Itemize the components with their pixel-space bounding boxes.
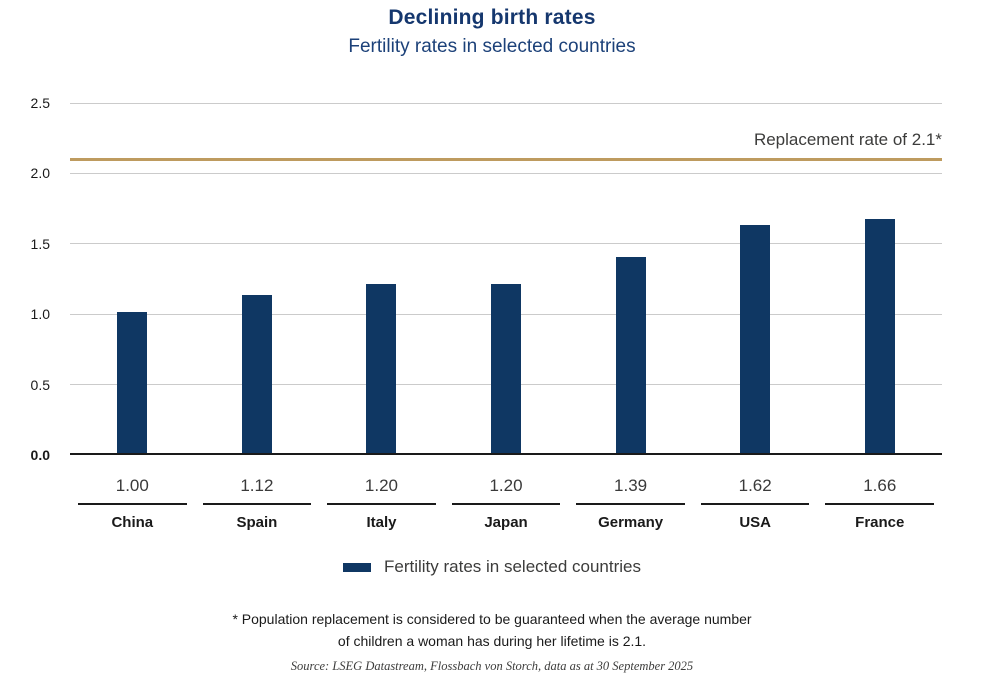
gridline-2.0 (70, 172, 942, 174)
legend-label: Fertility rates in selected countries (384, 557, 641, 576)
value-label-spain: 1.12 (240, 476, 274, 495)
footnote-line-2: of children a woman has during her lifet… (337, 633, 647, 649)
table-column-usa: 1.62 USA (693, 456, 818, 531)
bar-germany (615, 257, 646, 453)
country-label-italy: Italy (366, 514, 397, 531)
country-label-germany: Germany (598, 514, 664, 531)
column-divider (576, 503, 685, 505)
bar-spain (241, 295, 272, 453)
y-axis-tick-0.5: 0.5 (30, 376, 50, 393)
value-label-usa: 1.62 (738, 476, 772, 495)
y-axis-tick-2.0: 2.0 (30, 165, 50, 182)
footnote: * Population replacement is considered t… (0, 608, 984, 652)
footnote-line-1: * Population replacement is considered t… (232, 611, 752, 627)
legend: Fertility rates in selected countries (0, 557, 984, 577)
bar-usa (740, 224, 771, 453)
reference-line (70, 157, 942, 161)
table-column-italy: 1.20 Italy (319, 456, 444, 531)
value-label-china: 1.00 (115, 476, 149, 495)
bar-china (117, 312, 148, 453)
column-divider (78, 503, 187, 505)
country-label-france: France (855, 514, 905, 531)
table-column-japan: 1.20 Japan (444, 456, 569, 531)
column-divider (700, 503, 810, 505)
bar-france (864, 219, 895, 453)
column-divider (825, 503, 935, 505)
country-label-usa: USA (739, 514, 772, 531)
country-label-spain: Spain (236, 514, 278, 531)
value-label-italy: 1.20 (364, 476, 398, 495)
table-column-china: 1.00 China (70, 456, 195, 531)
chart-subtitle: Fertility rates in selected countries (348, 36, 636, 57)
gridline-2.5 (70, 102, 942, 104)
bar-italy (366, 284, 397, 453)
country-label-china: China (111, 514, 154, 531)
column-divider (327, 503, 436, 505)
value-label-germany: 1.39 (614, 476, 648, 495)
table-column-france: 1.66 France (817, 456, 942, 531)
legend-swatch-icon (343, 562, 371, 572)
plot-area (70, 102, 942, 455)
chart-title: Declining birth rates (388, 6, 596, 29)
table-column-germany: 1.39 Germany (568, 456, 693, 531)
bar-japan (491, 284, 521, 453)
y-axis-tick-0.0: 0.0 (30, 447, 50, 463)
column-divider (451, 503, 561, 505)
source-note: Source: LSEG Datastream, Flossbach von S… (290, 659, 694, 673)
value-label-japan: 1.20 (489, 476, 523, 495)
reference-line-label: Replacement rate of 2.1* (753, 130, 942, 149)
y-axis-tick-1.5: 1.5 (30, 235, 50, 252)
value-label-france: 1.66 (863, 476, 897, 495)
table-column-spain: 1.12 Spain (195, 456, 320, 531)
y-axis-tick-1.0: 1.0 (30, 306, 50, 323)
y-axis-tick-2.5: 2.5 (30, 95, 50, 111)
country-label-japan: Japan (484, 514, 528, 531)
value-table: 1.00 China 1.12 Spain 1.20 Italy 1.20 Japan 1.39… (70, 456, 942, 531)
gridline-1.5 (70, 243, 942, 245)
column-divider (202, 503, 312, 505)
